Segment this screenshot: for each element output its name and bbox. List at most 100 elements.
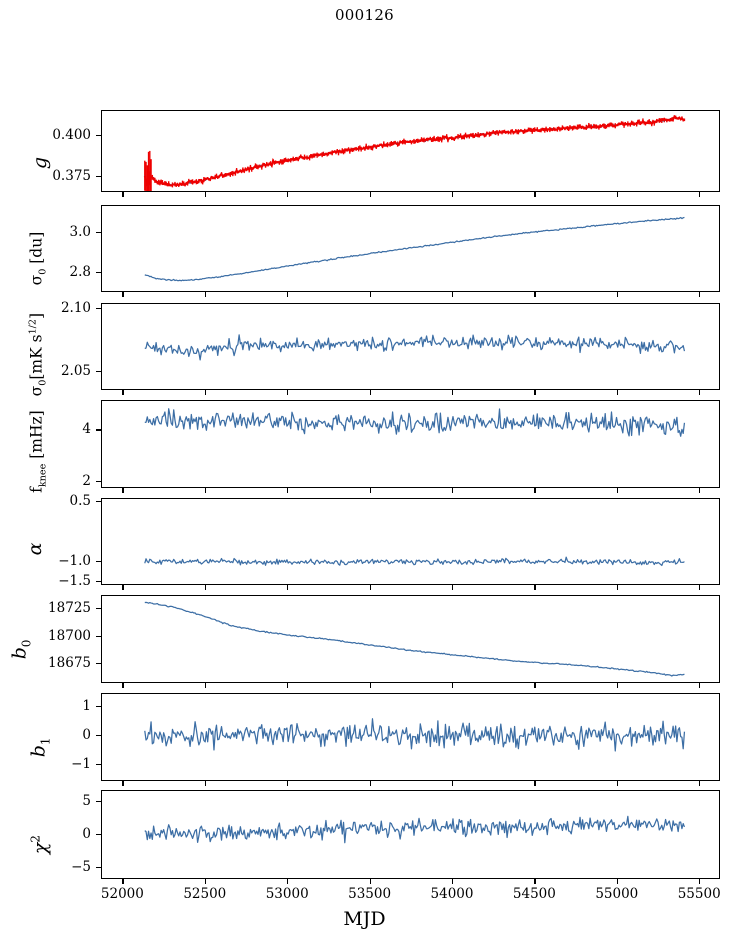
panel-b1 xyxy=(101,693,720,781)
x-tick-mark xyxy=(204,683,206,688)
x-tick-mark xyxy=(616,879,618,884)
x-tick-mark xyxy=(699,781,701,786)
y-tick-label: 18700 xyxy=(48,627,91,644)
y-tick-label: −1.5 xyxy=(58,573,91,590)
x-tick-mark xyxy=(534,488,536,493)
series-overlay-g xyxy=(143,115,685,188)
y-tick-mark xyxy=(96,581,101,583)
y-tick-mark xyxy=(96,867,101,869)
x-tick-mark xyxy=(369,683,371,688)
x-tick-mark xyxy=(616,585,618,590)
y-tick-mark xyxy=(96,635,101,637)
y-tick-mark xyxy=(96,232,101,234)
panel-fknee xyxy=(101,400,720,488)
x-tick-mark xyxy=(534,292,536,297)
y-tick-mark xyxy=(96,800,101,802)
x-tick-label: 55500 xyxy=(677,886,721,902)
x-tick-label: 53000 xyxy=(265,886,309,902)
y-tick-label: 0.400 xyxy=(52,127,91,144)
x-tick-label: 55000 xyxy=(595,886,639,902)
panel-alpha xyxy=(101,498,720,585)
y-tick-mark xyxy=(96,308,101,310)
y-tick-label: 5 xyxy=(82,792,91,809)
x-tick-label: 52000 xyxy=(100,886,144,902)
x-tick-mark xyxy=(369,192,371,197)
series-line-sigma0_mk xyxy=(144,334,686,361)
figure-title: 000126 xyxy=(334,6,395,24)
panel-sigma0-mk xyxy=(101,303,720,390)
x-tick-mark xyxy=(369,488,371,493)
x-tick-mark xyxy=(287,292,289,297)
x-tick-label: 52500 xyxy=(183,886,227,902)
x-tick-mark xyxy=(369,292,371,297)
y-tick-label: 18725 xyxy=(48,600,91,617)
y-tick-mark xyxy=(96,500,101,502)
series-line-b0 xyxy=(144,601,685,677)
y-tick-label: −1.0 xyxy=(58,553,91,570)
x-tick-mark xyxy=(369,585,371,590)
x-tick-mark xyxy=(369,879,371,884)
series-line-alpha xyxy=(144,556,685,567)
x-tick-mark xyxy=(122,390,124,395)
y-tick-label: 0 xyxy=(82,826,91,842)
x-tick-mark xyxy=(534,192,536,197)
y-tick-mark xyxy=(96,480,101,482)
y-tick-mark xyxy=(96,608,101,610)
panel-sigma0-du xyxy=(101,205,720,292)
x-tick-mark xyxy=(534,390,536,395)
y-tick-mark xyxy=(96,663,101,665)
y-tick-mark xyxy=(96,706,101,708)
x-tick-label: 54000 xyxy=(430,886,474,902)
y-tick-label: 0.5 xyxy=(69,492,91,509)
y-tick-mark xyxy=(96,135,101,137)
ylabel-b1: b1 xyxy=(27,737,53,758)
y-tick-label: 4 xyxy=(82,421,91,438)
y-tick-label: 2.10 xyxy=(60,300,91,317)
x-tick-mark xyxy=(287,683,289,688)
y-tick-label: 2.05 xyxy=(60,363,91,380)
x-tick-mark xyxy=(534,781,536,786)
x-tick-mark xyxy=(616,488,618,493)
x-tick-mark xyxy=(452,292,454,297)
series-line-fknee xyxy=(144,408,686,437)
y-tick-mark xyxy=(96,764,101,766)
x-tick-mark xyxy=(699,585,701,590)
series-line-b1 xyxy=(144,718,686,752)
x-tick-mark xyxy=(287,781,289,786)
x-tick-mark xyxy=(287,585,289,590)
x-tick-mark xyxy=(204,488,206,493)
y-tick-label: −1 xyxy=(71,756,91,772)
x-tick-mark xyxy=(452,390,454,395)
x-tick-mark xyxy=(369,390,371,395)
x-tick-mark xyxy=(287,879,289,884)
x-tick-mark xyxy=(452,192,454,197)
x-tick-mark xyxy=(452,781,454,786)
y-tick-label: 3.0 xyxy=(69,224,91,240)
x-tick-mark xyxy=(534,879,536,884)
x-tick-mark xyxy=(287,390,289,395)
x-tick-mark xyxy=(616,192,618,197)
ylabel-chi2: χ2 xyxy=(28,835,52,855)
y-tick-mark xyxy=(96,272,101,274)
x-tick-mark xyxy=(616,781,618,786)
x-tick-mark xyxy=(122,192,124,197)
x-tick-mark xyxy=(699,879,701,884)
x-tick-mark xyxy=(122,585,124,590)
y-tick-mark xyxy=(96,429,101,431)
x-tick-mark xyxy=(122,781,124,786)
panel-chi2 xyxy=(101,790,720,879)
x-tick-mark xyxy=(369,781,371,786)
x-tick-mark xyxy=(699,683,701,688)
x-tick-mark xyxy=(699,192,701,197)
x-tick-mark xyxy=(452,879,454,884)
ylabel-fknee: fknee [mHz] xyxy=(27,410,49,493)
y-tick-label: 2.8 xyxy=(69,264,91,280)
panel-g xyxy=(101,110,720,192)
x-tick-mark xyxy=(534,585,536,590)
y-tick-mark xyxy=(96,371,101,373)
x-tick-mark xyxy=(616,683,618,688)
y-tick-label: −5 xyxy=(71,859,91,876)
x-tick-mark xyxy=(204,390,206,395)
ylabel-g: g xyxy=(29,156,51,170)
y-tick-mark xyxy=(96,175,101,177)
